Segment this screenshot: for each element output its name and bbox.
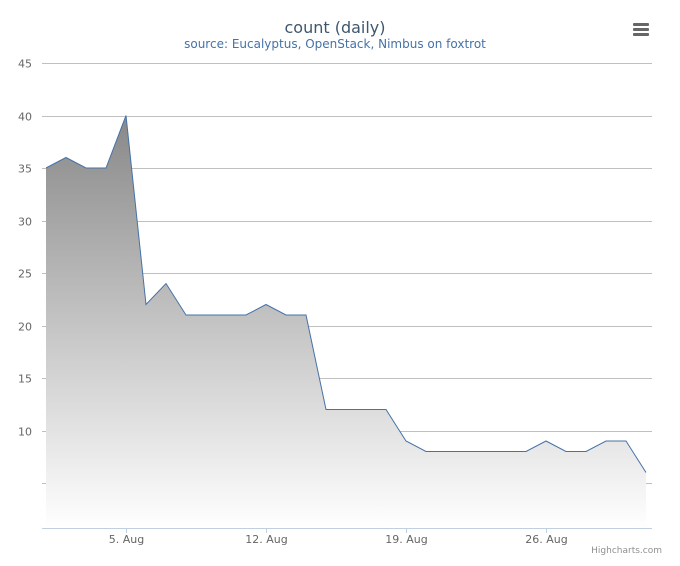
- area-fill: [46, 115, 646, 528]
- series-line: [45, 115, 647, 473]
- y-tick-label: 10: [18, 426, 32, 439]
- credits-link[interactable]: Highcharts.com: [591, 546, 662, 556]
- x-tick-label: 26. Aug: [525, 533, 567, 546]
- y-tick-label: 40: [18, 111, 32, 124]
- menu-bar: [633, 33, 649, 36]
- y-tick-label: 30: [18, 216, 32, 229]
- x-tick-label: 5. Aug: [109, 533, 144, 546]
- y-axis: 10 15 20 25 30 35 40 45: [18, 58, 32, 439]
- x-tick-label: 12. Aug: [245, 533, 287, 546]
- x-axis: 5. Aug 12. Aug 19. Aug 26. Aug: [109, 528, 568, 546]
- hamburger-menu-icon[interactable]: [628, 16, 654, 42]
- y-tick-label: 25: [18, 268, 32, 281]
- chart-subtitle: source: Eucalyptus, OpenStack, Nimbus on…: [184, 37, 486, 51]
- y-tick-label: 45: [18, 58, 32, 71]
- menu-bar: [633, 23, 649, 26]
- chart-title: count (daily): [284, 18, 385, 37]
- x-tick-label: 19. Aug: [385, 533, 427, 546]
- y-tick-label: 20: [18, 321, 32, 334]
- menu-bar: [633, 28, 649, 31]
- y-tick-label: 35: [18, 163, 32, 176]
- y-tick-label: 15: [18, 373, 32, 386]
